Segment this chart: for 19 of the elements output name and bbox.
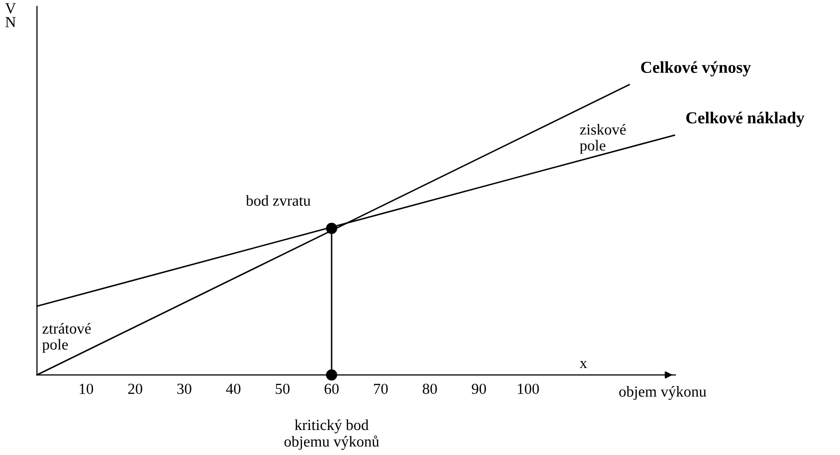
x-tick-label: 20: [128, 384, 142, 394]
annotation: ztrátové pole: [42, 322, 91, 353]
x-tick-label: 10: [80, 384, 94, 394]
x-tick-label: 60: [324, 384, 339, 394]
annotation: bod zvratu: [246, 195, 311, 206]
x-tick-label: 70: [374, 384, 388, 394]
x-tick-label: 90: [472, 384, 486, 394]
x-tick-label: 100: [518, 384, 539, 394]
series-label: Celkové výnosy: [641, 61, 751, 76]
x-tick-label: 80: [422, 384, 437, 394]
y-axis-title: V N: [5, 3, 16, 28]
x-tick-label: 30: [177, 384, 192, 394]
x-tick-label: 40: [226, 384, 240, 394]
annotation: x: [580, 360, 588, 368]
annotation: kritický bod objemu výkonů: [284, 419, 380, 450]
x-axis-title: objem výkonu: [619, 386, 706, 400]
annotation: ziskové pole: [580, 124, 626, 154]
series-label: Celkové náklady: [686, 112, 804, 127]
x-tick-label: 50: [276, 384, 290, 394]
